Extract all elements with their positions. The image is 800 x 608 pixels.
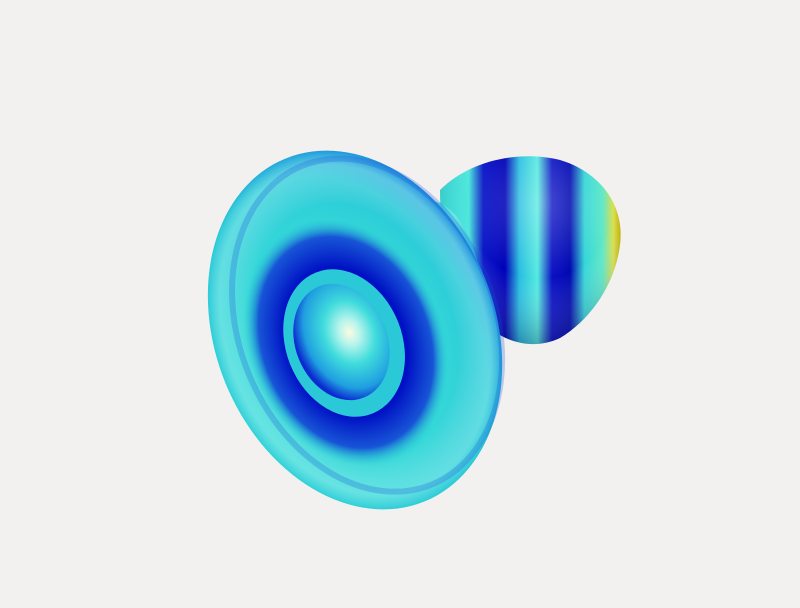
torus — [207, 150, 506, 510]
